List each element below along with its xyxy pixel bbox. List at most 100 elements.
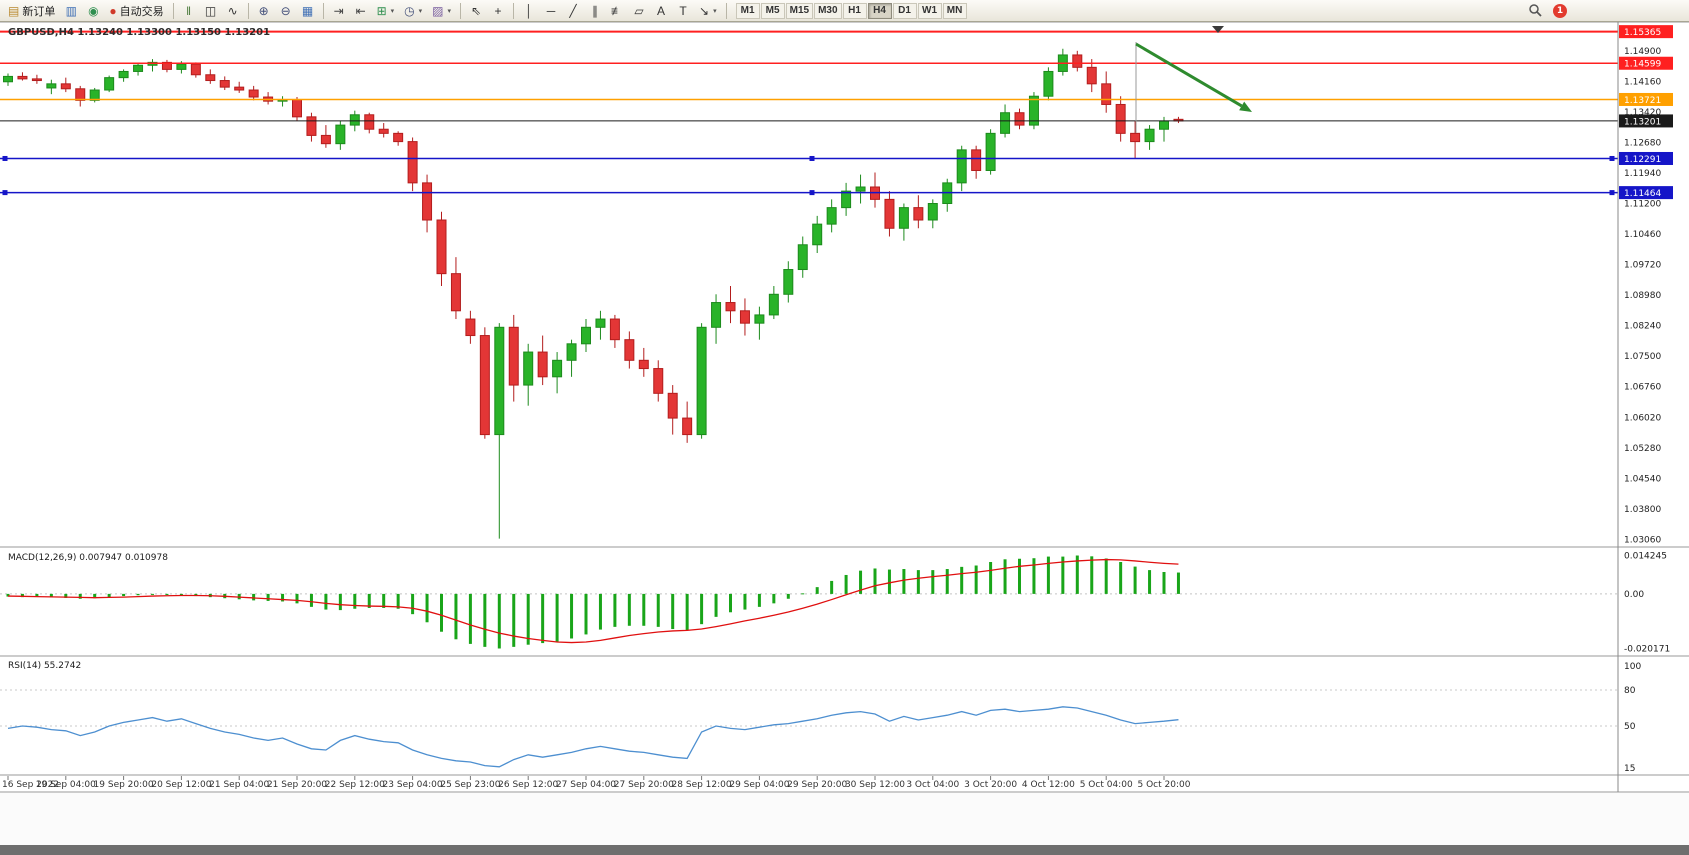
rsi-panel: RSI(14) 55.2742 100 80 50 15	[0, 661, 1641, 774]
bottom-strip	[0, 845, 1689, 855]
candlestick-button[interactable]: ◫	[201, 2, 221, 20]
timeframe-h4[interactable]: H4	[867, 2, 892, 19]
chevron-down-icon: ▾	[713, 7, 717, 15]
arrows-button[interactable]: ↘ ▾	[695, 2, 721, 20]
timeframe-m30[interactable]: M30	[814, 2, 842, 19]
svg-text:1.08240: 1.08240	[1624, 322, 1661, 332]
tile-windows-icon: ▦	[301, 3, 314, 18]
timeframe-m5[interactable]: M5	[760, 2, 785, 19]
time-axis-label: 27 Sep 20:00	[614, 780, 674, 790]
svg-text:1.06020: 1.06020	[1624, 413, 1661, 423]
chart-shift-marker[interactable]	[1212, 26, 1224, 33]
line-handle[interactable]	[2, 155, 8, 161]
svg-text:1.06760: 1.06760	[1624, 383, 1661, 393]
price-tag	[1619, 25, 1673, 39]
timeframe-m1[interactable]: M1	[735, 2, 760, 19]
market-watch-button[interactable]: ◉	[83, 2, 103, 20]
text-icon: A	[657, 3, 666, 18]
svg-text:1.03060: 1.03060	[1624, 535, 1661, 545]
profiles-button[interactable]: ▥	[61, 2, 81, 20]
svg-text:1.05280: 1.05280	[1624, 444, 1661, 454]
indicators-button[interactable]: ⊞ ▾	[373, 2, 399, 20]
notification-badge[interactable]: 1	[1553, 3, 1567, 18]
cursor-button[interactable]: ⇖	[466, 2, 486, 20]
zoom-out-icon: ⊖	[280, 3, 291, 18]
cursor-icon: ⇖	[471, 3, 482, 18]
channel-icon: ∥	[592, 3, 599, 18]
text-button[interactable]: A	[651, 2, 671, 20]
macd-label: MACD(12,26,9) 0.007947 0.010978	[8, 553, 168, 563]
svg-text:1.11940: 1.11940	[1624, 169, 1661, 179]
text-label-button[interactable]: T	[673, 2, 693, 20]
shapes-icon: ▱	[634, 3, 644, 18]
svg-text:1.09720: 1.09720	[1624, 261, 1661, 271]
bar-chart-button[interactable]: ‖	[179, 2, 199, 20]
line-handle[interactable]	[2, 190, 8, 196]
time-axis-label: 3 Oct 04:00	[906, 780, 959, 790]
zoom-out-button[interactable]: ⊖	[276, 2, 296, 20]
line-handle[interactable]	[809, 190, 815, 196]
time-axis-label: 3 Oct 20:00	[964, 780, 1017, 790]
zoom-in-button[interactable]: ⊕	[254, 2, 274, 20]
timeframe-h1[interactable]: H1	[842, 2, 867, 19]
price-tag	[1619, 92, 1673, 106]
price-tag	[1619, 56, 1673, 70]
time-axis-label: 5 Oct 20:00	[1138, 780, 1191, 790]
new-order-button[interactable]: ▤ 新订单	[4, 2, 59, 20]
time-axis-label: 27 Sep 04:00	[556, 780, 616, 790]
profiles-icon: ▥	[65, 3, 78, 18]
line-handle[interactable]	[1609, 190, 1615, 196]
autotrading-button-label: 自动交易	[119, 5, 164, 18]
price-axis[interactable]: 1.14900 1.14160 1.13420 1.12680 1.11940 1.112…	[1624, 47, 1661, 546]
timeframe-toolbar: M1 M5 M15 M30 H1 H4 D1 W1 MN	[735, 2, 967, 19]
price-tag	[1619, 186, 1673, 200]
macd-signal-line	[7, 558, 1179, 644]
time-axis-label: 23 Sep 04:00	[383, 780, 443, 790]
text-label-icon: T	[679, 3, 687, 18]
line-handle[interactable]	[1609, 155, 1615, 161]
auto-scroll-icon: ⇥	[333, 3, 344, 18]
svg-text:1.11464: 1.11464	[1624, 189, 1661, 199]
periods-button[interactable]: ◷ ▾	[400, 2, 426, 20]
new-order-button-label: 新订单	[22, 5, 56, 18]
templates-button[interactable]: ▨ ▾	[428, 2, 455, 20]
line-chart-icon: ∿	[227, 3, 238, 18]
horizontal-line-button[interactable]: ─	[541, 2, 561, 20]
new-order-icon: ▤	[8, 3, 20, 18]
svg-text:1.11200: 1.11200	[1624, 200, 1661, 210]
svg-text:1.10460: 1.10460	[1624, 230, 1661, 240]
shapes-button[interactable]: ▱	[629, 2, 649, 20]
timeframe-mn[interactable]: MN	[942, 2, 967, 19]
line-handle[interactable]	[809, 155, 815, 161]
trendline-button[interactable]: ╱	[563, 2, 583, 20]
svg-text:1.14900: 1.14900	[1624, 47, 1661, 57]
timeframe-w1[interactable]: W1	[917, 2, 942, 19]
vertical-line-button[interactable]: │	[519, 2, 539, 20]
horizontal-line-icon: ─	[546, 3, 556, 18]
trend-arrow-annotation[interactable]	[1135, 42, 1252, 112]
svg-text:1.13721: 1.13721	[1624, 96, 1661, 106]
svg-text:50: 50	[1624, 722, 1636, 732]
autotrading-button[interactable]: ● 自动交易	[105, 2, 167, 20]
chart-shift-button[interactable]: ⇤	[351, 2, 371, 20]
horizontal-line-objects[interactable]: 1.15365 1.14599 1.13721 1.13201 1.12291 1.114…	[0, 25, 1673, 200]
indicators-icon: ⊞	[376, 3, 387, 18]
svg-text:0.00: 0.00	[1624, 590, 1644, 600]
timeframe-d1[interactable]: D1	[892, 2, 917, 19]
toolbar-separator	[172, 2, 174, 19]
timeframe-m15[interactable]: M15	[785, 2, 814, 19]
autotrading-icon: ●	[109, 3, 117, 18]
search-icon[interactable]	[1528, 3, 1543, 18]
fibonacci-icon: ≢	[611, 3, 624, 18]
line-chart-button[interactable]: ∿	[223, 2, 243, 20]
fibonacci-button[interactable]: ≢	[607, 2, 627, 20]
channel-button[interactable]: ∥	[585, 2, 605, 20]
time-axis-label: 20 Sep 12:00	[151, 780, 211, 790]
svg-text:1.08980: 1.08980	[1624, 291, 1661, 301]
crosshair-button[interactable]: +	[488, 2, 508, 20]
tile-windows-button[interactable]: ▦	[298, 2, 318, 20]
auto-scroll-button[interactable]: ⇥	[329, 2, 349, 20]
time-axis-label: 25 Sep 23:00	[440, 780, 500, 790]
